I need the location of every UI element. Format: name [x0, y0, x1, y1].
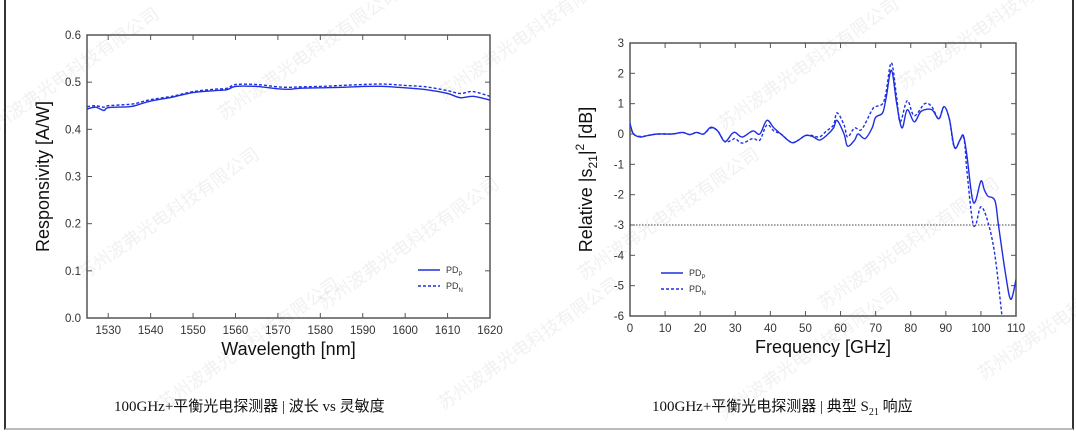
x-tick-label: 1590 [350, 325, 376, 337]
x-tick-label: 110 [1007, 323, 1025, 335]
y-tick-label: 0.3 [65, 172, 81, 184]
y-tick-label: 1 [618, 99, 624, 111]
x-tick-label: 1560 [223, 325, 249, 337]
legend-label: PDP [446, 265, 463, 278]
series-line-N [87, 83, 490, 108]
legend-sub: N [702, 291, 706, 297]
x-tick-label: 1620 [477, 325, 503, 337]
x-tick-label: 100 [971, 323, 990, 335]
x-axis-label: Frequency [GHz] [755, 337, 891, 357]
plot-frame [629, 42, 1017, 317]
right-caption-sub: 21 [868, 407, 879, 418]
y-label-post: [dB] [576, 107, 596, 144]
x-tick-label: 1550 [180, 325, 206, 337]
x-tick-label: 20 [694, 323, 707, 335]
figure-frame [4, 0, 1074, 430]
right-caption-pre: 100GHz+平衡光电探测器 | 典型 S [652, 399, 869, 415]
chart-0: 1530 1540 1550 1560 1570 1580 1590 1600 1610 1620… [33, 30, 503, 359]
legend-sub: P [702, 275, 706, 281]
x-tick-label: 70 [869, 323, 882, 335]
x-tick-label: 1600 [392, 325, 418, 337]
y-label-sub: 21 [586, 155, 600, 169]
legend-name: PD [446, 281, 459, 291]
y-tick-label: -1 [614, 159, 624, 171]
legend-name: PD [689, 268, 702, 278]
x-tick-label: 1610 [435, 325, 461, 337]
y-tick-label: -4 [614, 250, 625, 262]
y-tick-label: -5 [614, 281, 624, 293]
series-line-P [630, 69, 1016, 301]
legend-sub: N [459, 288, 463, 294]
left-caption: 100GHz+平衡光电探测器 | 波长 vs 灵敏度 [114, 399, 385, 415]
legend-label: PDN [689, 284, 706, 297]
x-tick-label: 1540 [138, 325, 164, 337]
y-label-pre: Relative |s [576, 169, 596, 253]
x-tick-label: 60 [834, 323, 847, 335]
x-tick-label: 40 [764, 323, 777, 335]
x-tick-label: 1530 [95, 325, 121, 337]
y-label-mid: | [576, 150, 596, 155]
y-axis-label: Relative |s21|2 [dB] [573, 107, 600, 252]
y-tick-label: -6 [614, 311, 624, 323]
right-caption-post: 响应 [878, 399, 913, 415]
y-tick-label: 0.0 [65, 313, 81, 325]
x-axis-label: Wavelength [nm] [221, 339, 355, 359]
x-tick-label: 10 [659, 323, 672, 335]
series-line-N [630, 62, 1003, 316]
y-tick-label: 2 [618, 68, 624, 80]
y-tick-label: 0.4 [65, 124, 82, 136]
legend-label: PDN [446, 281, 463, 294]
y-tick-label: 0.6 [65, 30, 81, 42]
x-tick-label: 80 [904, 323, 917, 335]
plot-frame [86, 34, 491, 319]
y-tick-label: 0 [618, 129, 624, 141]
x-tick-label: 50 [799, 323, 812, 335]
x-tick-label: 1570 [265, 325, 291, 337]
legend-name: PD [689, 284, 702, 294]
y-tick-label: 0.5 [65, 77, 81, 89]
series-line-P [87, 85, 490, 112]
y-tick-label: 0.2 [65, 219, 81, 231]
chart-1: 0 10 20 30 40 50 60 70 80 90 100 110 -6 -5 -4 -3 -2 -1 0 1 2… [573, 38, 1025, 357]
legend-sub: P [459, 272, 463, 278]
y-axis-label: Responsivity [A/W] [33, 101, 53, 252]
y-tick-label: 3 [618, 38, 624, 50]
y-tick-label: -3 [614, 220, 624, 232]
y-tick-label: 0.1 [65, 266, 81, 278]
right-caption: 100GHz+平衡光电探测器 | 典型 S21 响应 [652, 395, 913, 418]
legend-label: PDP [689, 268, 706, 281]
x-tick-label: 0 [627, 323, 633, 335]
y-tick-label: -2 [614, 190, 624, 202]
x-tick-label: 1580 [308, 325, 334, 337]
x-tick-label: 30 [729, 323, 742, 335]
y-label-sup: 2 [573, 143, 587, 150]
x-tick-label: 90 [939, 323, 952, 335]
legend-name: PD [446, 265, 459, 275]
